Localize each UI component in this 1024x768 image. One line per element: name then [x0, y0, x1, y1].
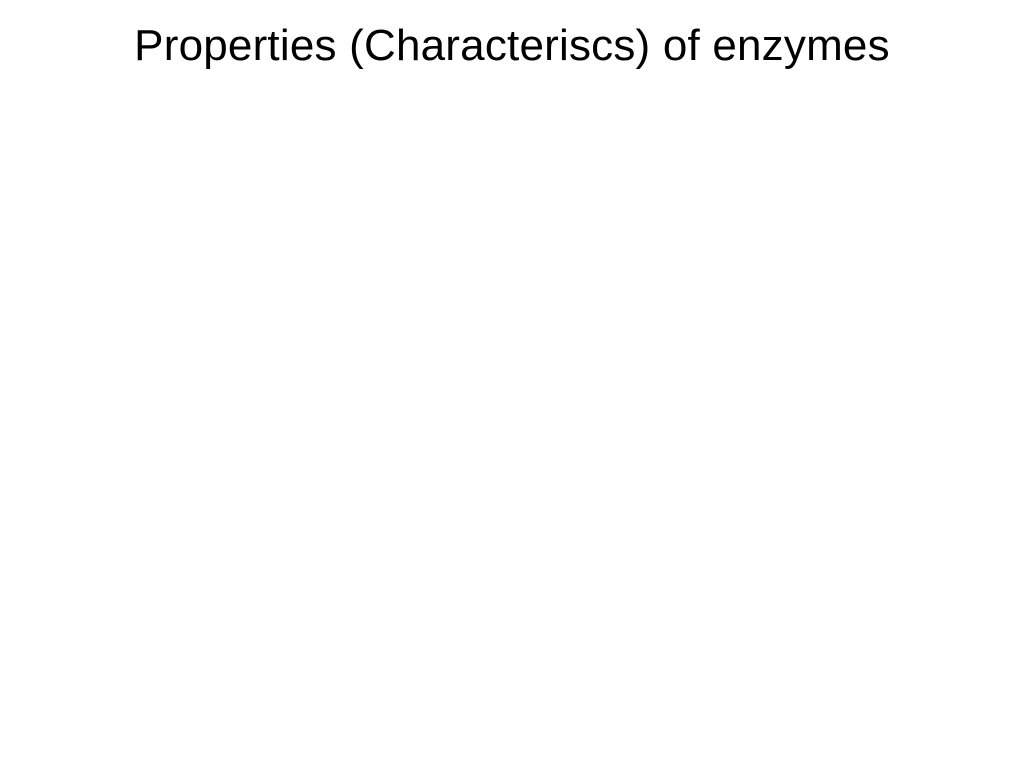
slide-container: Properties (Characteriscs) of enzymes	[0, 0, 1024, 768]
slide-title: Properties (Characteriscs) of enzymes	[0, 18, 1024, 73]
